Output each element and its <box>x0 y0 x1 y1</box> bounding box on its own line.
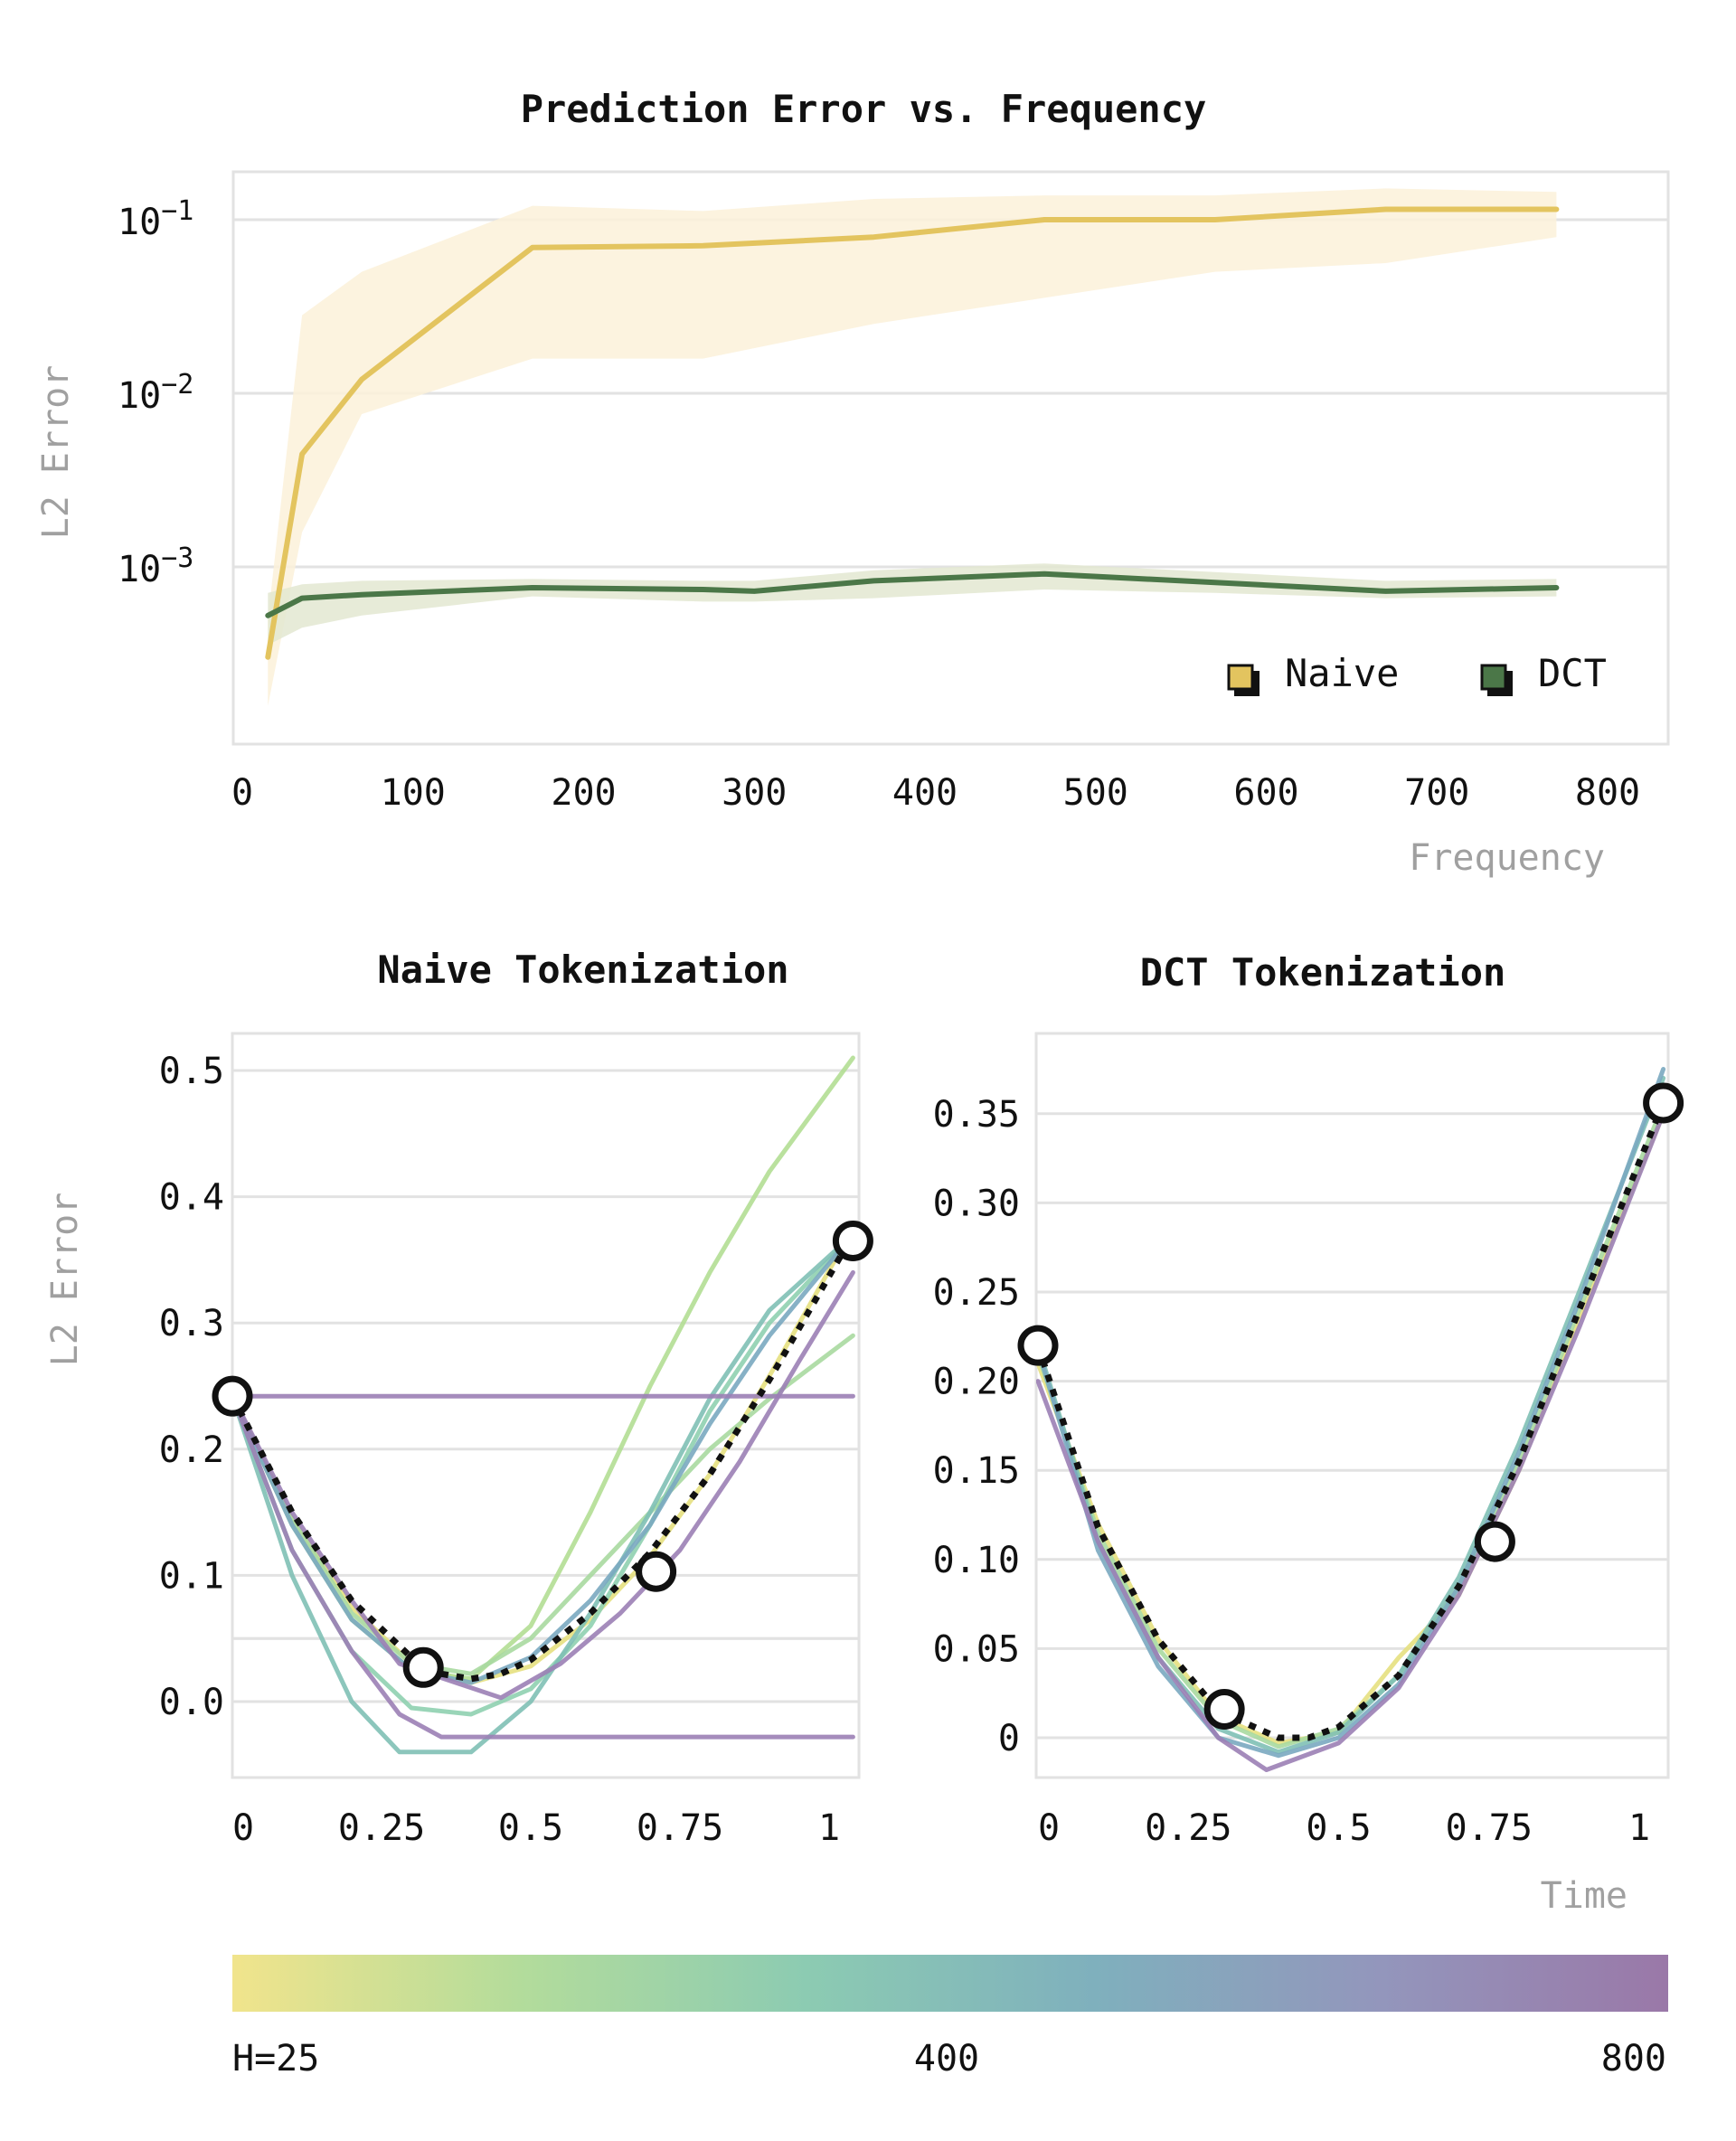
y-tick-label: 0.0 <box>159 1682 224 1723</box>
x-tick-label: 0.75 <box>1446 1807 1533 1849</box>
y-tick-label: 0.25 <box>933 1272 1020 1314</box>
series-line-h-350 <box>1036 1075 1666 1755</box>
data-marker <box>1203 1688 1245 1730</box>
x-tick-label: 700 <box>1404 772 1469 814</box>
series-line-h-450 <box>1036 1067 1666 1759</box>
y-tick-label: 0.30 <box>933 1183 1020 1224</box>
y-tick-label: 0.4 <box>159 1177 224 1219</box>
x-tick-label: 0.75 <box>637 1807 723 1849</box>
series-line-h-350 <box>232 1232 855 1755</box>
y-tick-label: 10−2 <box>118 369 193 417</box>
ground-truth-line <box>229 1232 856 1683</box>
y-tick-label: 0.15 <box>933 1450 1020 1492</box>
series-group <box>232 1055 855 1755</box>
confidence-band-naive <box>268 188 1557 706</box>
series-group <box>1036 1067 1666 1772</box>
x-tick-label: 500 <box>1063 772 1128 814</box>
y-tick-label: 0.5 <box>159 1051 224 1092</box>
confidence-band-dct <box>268 563 1557 646</box>
y-tick-label: 0.05 <box>933 1628 1020 1670</box>
series-line-h-100 <box>232 1055 855 1682</box>
x-tick-label: 200 <box>551 772 616 814</box>
legend-swatch-naive <box>1227 664 1254 691</box>
x-tick-label: 0.25 <box>1145 1807 1231 1849</box>
data-marker <box>832 1220 873 1261</box>
y-tick-label: 0.3 <box>159 1303 224 1344</box>
series-line-dct <box>265 571 1560 618</box>
colorbar-gradient <box>232 1955 1668 2012</box>
series-line-h-150 <box>1036 1102 1666 1750</box>
x-tick-label: 0.25 <box>338 1807 425 1849</box>
ground-truth-line <box>1034 1101 1666 1741</box>
colorbar-label-mid: 400 <box>914 2038 979 2080</box>
legend-label-dct: DCT <box>1538 651 1607 695</box>
series-line-h-600 <box>232 1393 855 1740</box>
y-tick-label: 0.35 <box>933 1094 1020 1136</box>
x-tick-label: 0 <box>232 1807 254 1849</box>
y-tick-label: 10−3 <box>118 542 193 590</box>
dct-chart-title: DCT Tokenization <box>1140 950 1506 995</box>
series-line-h-800 <box>1036 1111 1666 1772</box>
x-tick-label: 0.5 <box>498 1807 563 1849</box>
naive-chart-ylabel: L2 Error <box>44 1193 86 1367</box>
legend-item-dct: DCT <box>1480 651 1607 696</box>
legend-item-naive: Naive <box>1227 651 1399 696</box>
y-tick-label: 0.2 <box>159 1429 224 1471</box>
series-line-h-25 <box>232 1226 855 1685</box>
x-tick-label: 1 <box>818 1807 840 1849</box>
x-tick-label: 100 <box>381 772 446 814</box>
legend: Naive DCT <box>1227 651 1607 696</box>
x-tick-label: 800 <box>1575 772 1640 814</box>
colorbar-label-min: H=25 <box>232 2038 319 2080</box>
data-marker <box>1474 1521 1515 1562</box>
y-tick-label: 0 <box>998 1718 1020 1759</box>
naive-chart: Naive Tokenization 0.5 0.4 0.3 0.2 0.1 0.0 0 0… <box>44 948 873 1849</box>
colorbar: H=25 400 800 <box>232 1955 1668 2080</box>
x-tick-label: 1 <box>1628 1807 1650 1849</box>
x-tick-label: 300 <box>722 772 787 814</box>
x-tick-label: 400 <box>892 772 958 814</box>
naive-chart-title: Naive Tokenization <box>377 948 788 992</box>
legend-swatch-dct <box>1480 664 1507 691</box>
dct-chart-frame <box>1034 1032 1670 1779</box>
data-marker <box>1017 1325 1059 1366</box>
data-marker <box>402 1646 444 1688</box>
series-line-h-450 <box>232 1232 855 1685</box>
dct-chart-xlabel: Time <box>1541 1875 1628 1917</box>
data-marker <box>212 1375 253 1417</box>
y-tick-label: 0.20 <box>933 1362 1020 1403</box>
x-tick-label: 600 <box>1233 772 1298 814</box>
series-line-naive <box>265 206 1560 660</box>
x-tick-label: 0 <box>1038 1807 1060 1849</box>
y-tick-label: 0.10 <box>933 1540 1020 1581</box>
legend-label-naive: Naive <box>1285 651 1399 695</box>
naive-chart-frame <box>231 1032 861 1779</box>
data-marker <box>1643 1082 1684 1124</box>
x-tick-label: 0.5 <box>1306 1807 1371 1849</box>
data-marker <box>636 1551 677 1592</box>
y-tick-label: 0.1 <box>159 1555 224 1597</box>
colorbar-label-max: 800 <box>1601 2038 1666 2080</box>
series-line-h-150 <box>232 1333 855 1676</box>
frequency-chart-ylabel: L2 Error <box>35 365 77 540</box>
y-tick-label: 10−1 <box>118 195 193 243</box>
frequency-chart: Prediction Error vs. Frequency 10−1 10−2 1… <box>35 87 1670 879</box>
frequency-chart-frame <box>231 170 1670 746</box>
dct-chart: DCT Tokenization 0.35 0.30 0.25 0.20 0.15 0.1… <box>933 950 1684 1917</box>
frequency-chart-xlabel: Frequency <box>1409 837 1605 879</box>
x-tick-label: 0 <box>231 772 253 814</box>
frequency-chart-title: Prediction Error vs. Frequency <box>521 87 1207 131</box>
